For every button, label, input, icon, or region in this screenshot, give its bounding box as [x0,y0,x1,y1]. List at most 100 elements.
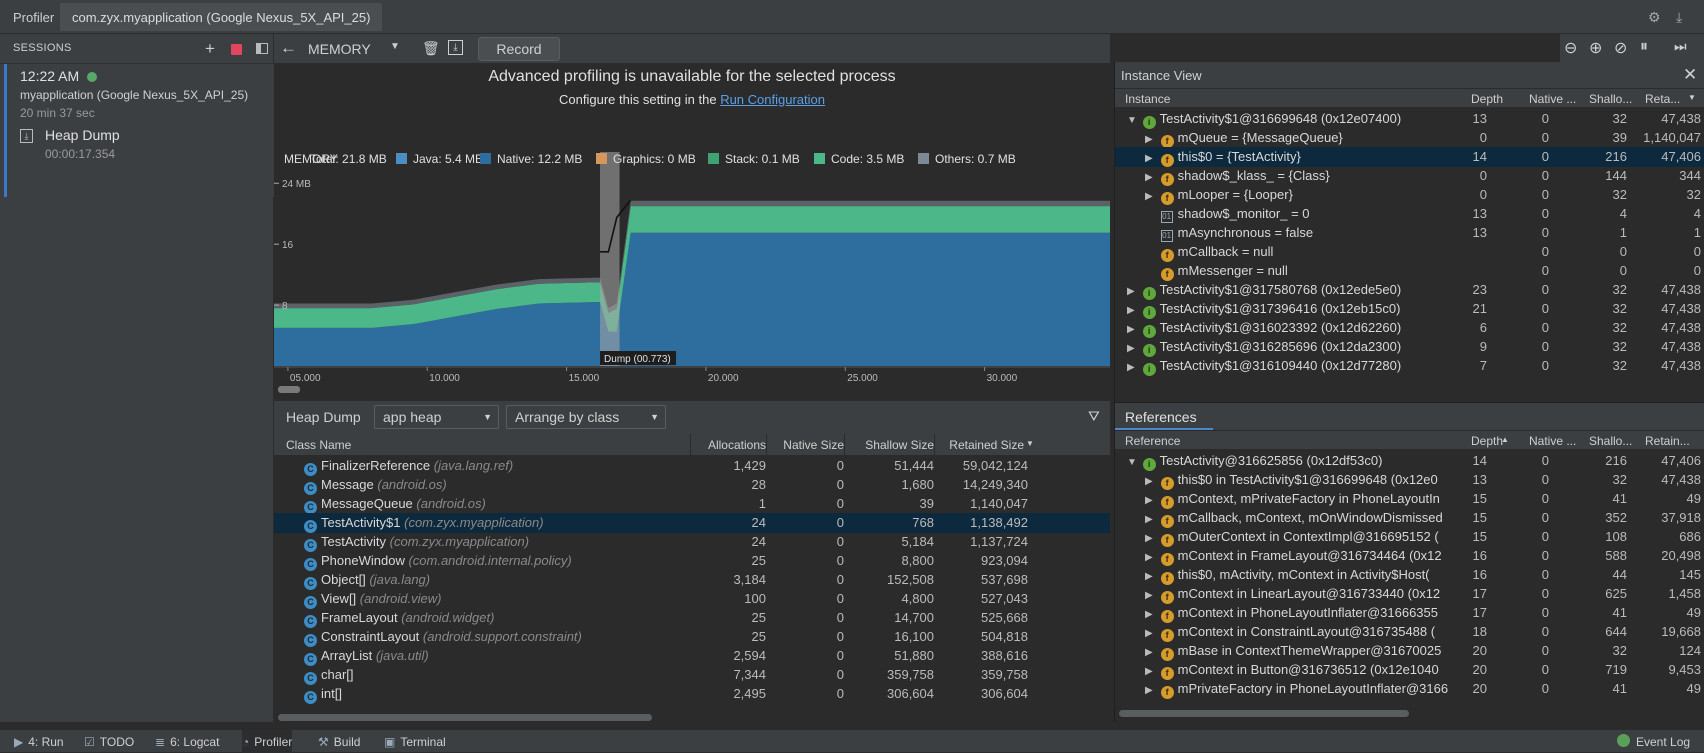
process-tab[interactable]: com.zyx.myapplication (Google Nexus_5X_A… [60,3,383,31]
instance-row[interactable]: f mMessenger = null 0 0 0 [1115,261,1704,281]
stop-session-icon[interactable] [231,44,242,55]
collapsed-arrow-icon[interactable]: ▶ [1145,647,1153,658]
heap-select[interactable]: app heap ▼ [374,405,499,429]
references-scrollbar[interactable] [1119,710,1409,717]
jump-to-live-icon[interactable]: ⏭ [1674,38,1687,54]
heap-dump-artifact[interactable]: ⤓ Heap Dump 00:00:17.354 [7,121,274,197]
col-shallow-size[interactable]: Shallow Size [865,438,934,452]
instance-row[interactable]: ▶ i TestActivity$1@316109440 (0x12d77280)… [1115,356,1704,376]
instance-row[interactable]: ▶ f this$0 = {TestActivity} 14 0 216 47,406 [1115,147,1704,167]
reference-row[interactable]: ▶ f mCallback, mContext, mOnWindowDismiss… [1115,508,1704,528]
collapsed-arrow-icon[interactable]: ▶ [1145,495,1153,506]
col-reference[interactable]: Reference [1125,434,1181,448]
zoom-in-icon[interactable]: ⊕ [1589,40,1603,57]
instance-row[interactable]: 01 mAsynchronous = false 13 0 1 1 [1115,223,1704,243]
collapsed-arrow-icon[interactable]: ▶ [1145,552,1153,563]
reference-row[interactable]: ▶ f this$0 in TestActivity$1@316699648 (0… [1115,470,1704,490]
tool-window-terminal[interactable]: ▣ Terminal [384,735,446,749]
collapsed-arrow-icon[interactable]: ▶ [1145,172,1153,183]
record-button[interactable]: Record [478,37,560,61]
add-session-icon[interactable]: + [205,39,215,58]
reference-row[interactable]: ▶ f mContext in FrameLayout@316734464 (0x… [1115,546,1704,566]
tool-window-profiler[interactable]: ◔ Profiler [242,730,293,753]
tool-window-build[interactable]: ⚒ Build [318,735,360,749]
run-configuration-link[interactable]: Run Configuration [720,92,825,107]
collapsed-arrow-icon[interactable]: ▶ [1127,343,1135,354]
references-tab[interactable]: References [1125,409,1197,425]
instance-row[interactable]: ▶ i TestActivity$1@316023392 (0x12d62260)… [1115,318,1704,338]
col-class-name[interactable]: Class Name [286,438,352,452]
reference-row[interactable]: ▶ f mContext in ConstraintLayout@31673548… [1115,622,1704,642]
class-row[interactable]: C FinalizerReference (java.lang.ref) 1,429… [274,456,1110,476]
tool-window-run[interactable]: ▶ 4: Run [14,735,64,749]
hide-panel-icon[interactable]: ⤓ [1676,9,1683,25]
instance-row[interactable]: ▶ f mLooper = {Looper} 0 0 32 32 [1115,185,1704,205]
instance-row[interactable]: ▶ i TestActivity$1@317396416 (0x12eb15c0)… [1115,299,1704,319]
collapsed-arrow-icon[interactable]: ▶ [1127,362,1135,373]
filter-icon[interactable]: ⛛ [1088,408,1100,424]
collapsed-arrow-icon[interactable]: ▶ [1145,153,1153,164]
reference-row[interactable]: ▶ f mContext, mPrivateFactory in PhoneLay… [1115,489,1704,509]
collapsed-arrow-icon[interactable]: ▶ [1145,514,1153,525]
class-row[interactable]: C Message (android.os) 28 0 1,680 14,249,340 [274,475,1110,495]
memory-chart[interactable]: 24 MB 16 8 05.000 10.000 15.000 20.000 25.000 30… [274,150,1110,400]
col-ref-retained[interactable]: Retain... [1645,434,1690,448]
expanded-arrow-icon[interactable]: ▼ [1127,457,1137,468]
close-icon[interactable]: ✕ [1683,65,1698,84]
instance-row[interactable]: ▼ i TestActivity$1@316699648 (0x12e07400)… [1115,109,1704,129]
class-row[interactable]: C View[] (android.view) 100 0 4,800 527,043 [274,589,1110,609]
collapsed-arrow-icon[interactable]: ▶ [1145,134,1153,145]
reference-row[interactable]: ▼ i TestActivity@316625856 (0x12df53c0) 14… [1115,451,1704,471]
reference-row[interactable]: ▶ f mPrivateFactory in PhoneLayoutInflate… [1115,679,1704,699]
collapsed-arrow-icon[interactable]: ▶ [1145,191,1153,202]
class-row[interactable]: C TestActivity (com.zyx.myapplication) 24 0… [274,532,1110,552]
class-row[interactable]: C ArrayList (java.util) 2,594 0 51,880 388,61… [274,646,1110,666]
col-retained-size[interactable]: Retained Size [949,438,1024,452]
col-ref-shallow[interactable]: Shallo... [1589,434,1633,448]
collapsed-arrow-icon[interactable]: ▶ [1127,324,1135,335]
class-row[interactable]: C TestActivity$1 (com.zyx.myapplication) 2… [274,513,1110,533]
col-shallow[interactable]: Shallo... [1589,92,1633,106]
back-arrow-icon[interactable]: ← [280,38,297,57]
pause-icon[interactable]: ⏸ [1640,38,1649,55]
col-retained[interactable]: Reta... [1645,92,1681,106]
col-ref-depth[interactable]: Depth [1471,434,1504,448]
horizontal-scrollbar[interactable] [278,714,652,721]
collapsed-arrow-icon[interactable]: ▶ [1145,476,1153,487]
instance-row[interactable]: ▶ f mQueue = {MessageQueue} 0 0 39 1,140,047 [1115,128,1704,148]
collapse-panel-icon[interactable] [256,43,268,54]
col-ref-native[interactable]: Native ... [1529,434,1577,448]
collapsed-arrow-icon[interactable]: ▶ [1145,628,1153,639]
collapsed-arrow-icon[interactable]: ▶ [1145,666,1153,677]
col-instance[interactable]: Instance [1125,92,1171,106]
instance-row[interactable]: 01 shadow$_monitor_ = 0 13 0 4 4 [1115,204,1704,224]
class-row[interactable]: C PhoneWindow (com.android.internal.polic… [274,551,1110,571]
collapsed-arrow-icon[interactable]: ▶ [1145,609,1153,620]
reference-row[interactable]: ▶ f mOuterContext in ContextImpl@31669515… [1115,527,1704,547]
col-native-size[interactable]: Native Size [783,438,844,452]
col-native[interactable]: Native ... [1529,92,1577,106]
collapsed-arrow-icon[interactable]: ▶ [1145,590,1153,601]
collapsed-arrow-icon[interactable]: ▶ [1127,286,1135,297]
memory-timeline[interactable]: 24 MB 16 8 05.000 10.000 15.000 20.000 25.000 30… [274,150,1110,400]
session-card[interactable]: 12:22 AM myapplication (Google Nexus_5X_… [4,64,274,197]
col-allocations[interactable]: Allocations [707,438,766,452]
reference-row[interactable]: ▶ f mContext in LinearLayout@316733440 (0… [1115,584,1704,604]
class-row[interactable]: C FrameLayout (android.widget) 25 0 14,700 52… [274,608,1110,628]
class-row[interactable]: C MessageQueue (android.os) 1 0 39 1,140,047 [274,494,1110,514]
collapsed-arrow-icon[interactable]: ▶ [1145,685,1153,696]
reset-zoom-icon[interactable]: ⊘ [1614,40,1628,57]
expanded-arrow-icon[interactable]: ▼ [1127,115,1137,126]
instance-row[interactable]: ▶ f shadow$_klass_ = {Class} 0 0 144 344 [1115,166,1704,186]
class-row[interactable]: C Object[] (java.lang) 3,184 0 152,508 537,69… [274,570,1110,590]
zoom-out-icon[interactable]: ⊖ [1564,40,1578,57]
collapsed-arrow-icon[interactable]: ▶ [1145,571,1153,582]
tool-window-logcat[interactable]: ≣ 6: Logcat [155,735,219,749]
settings-gear-icon[interactable]: ⚙ [1648,9,1661,25]
reference-row[interactable]: ▶ f mBase in ContextThemeWrapper@31670025… [1115,641,1704,661]
profiler-selector[interactable]: MEMORY ▼ [308,37,404,61]
instance-row[interactable]: f mCallback = null 0 0 0 [1115,242,1704,262]
collapsed-arrow-icon[interactable]: ▶ [1127,305,1135,316]
